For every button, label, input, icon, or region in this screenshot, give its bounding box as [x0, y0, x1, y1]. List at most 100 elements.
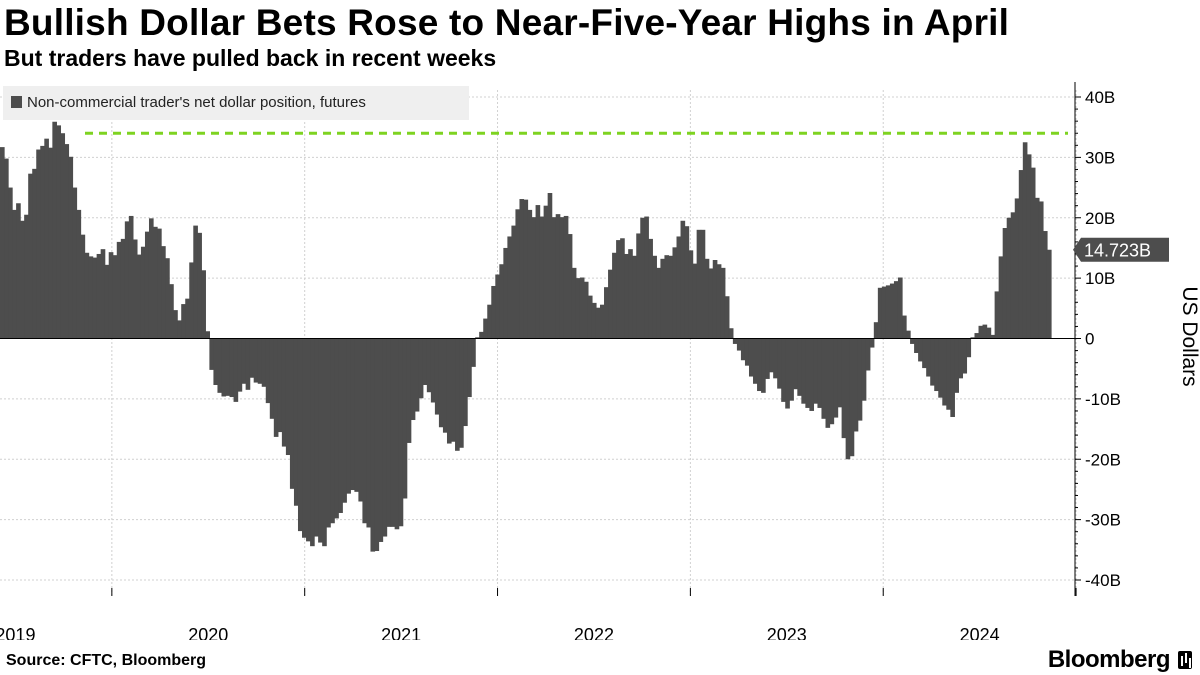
x-tick-label: 2020 [188, 625, 228, 640]
bar [938, 338, 943, 398]
bar [817, 338, 823, 408]
bar [700, 229, 706, 339]
bar [402, 338, 408, 499]
bar [1034, 197, 1040, 339]
bar [217, 338, 223, 393]
bar [608, 269, 613, 339]
bar [32, 168, 37, 339]
bar [728, 328, 734, 339]
bar [511, 225, 517, 339]
bar [455, 338, 460, 451]
bar [495, 274, 500, 339]
bar [237, 338, 243, 392]
y-tick-label: 30B [1085, 148, 1115, 167]
bar [813, 338, 819, 404]
bar [841, 338, 847, 439]
bar [789, 338, 794, 401]
bar [805, 338, 810, 408]
bar [793, 338, 798, 390]
bar [261, 338, 267, 387]
bar [624, 253, 629, 339]
bar [92, 257, 98, 339]
bar [829, 338, 835, 425]
bar [640, 217, 645, 339]
bar [636, 233, 641, 339]
bar [414, 338, 420, 412]
bar [970, 337, 976, 339]
bar [692, 263, 698, 339]
bar [374, 338, 380, 552]
bar [954, 338, 959, 393]
bar [777, 338, 782, 389]
bar [1018, 170, 1024, 339]
bars [0, 121, 1052, 552]
bar [551, 217, 557, 339]
y-tick-label: -40B [1085, 571, 1121, 590]
bar [277, 338, 283, 433]
x-tick-label: 2023 [767, 625, 807, 640]
bar [169, 284, 174, 339]
bar [652, 255, 657, 339]
bar [571, 267, 577, 339]
last-value-marker: 14.723B [1073, 237, 1169, 262]
bar [910, 338, 915, 344]
bar [604, 287, 609, 339]
y-axis-label: US Dollars [1178, 286, 1200, 386]
bar [253, 338, 259, 383]
bar [732, 338, 738, 344]
bar [273, 338, 279, 437]
bar [740, 338, 746, 361]
bar [136, 254, 142, 339]
bar [161, 246, 166, 339]
bar [632, 255, 637, 339]
bar [60, 133, 66, 339]
bar [583, 281, 589, 339]
bar [189, 262, 194, 339]
bar [76, 209, 82, 339]
bar [539, 216, 545, 339]
bar [861, 338, 867, 401]
bar [225, 338, 231, 396]
bar [104, 264, 110, 339]
bar [684, 226, 690, 339]
bar [535, 205, 541, 339]
bar [281, 338, 287, 447]
bar [165, 258, 170, 339]
bar [962, 338, 968, 374]
bar [857, 338, 863, 421]
legend-background [3, 86, 469, 120]
bar [40, 145, 45, 339]
bar [616, 240, 621, 339]
bar [990, 334, 996, 339]
y-tick-label: -30B [1085, 511, 1121, 530]
bar [302, 338, 307, 538]
bar [72, 187, 78, 339]
bar [620, 238, 625, 339]
bar [306, 338, 311, 542]
bar [781, 338, 786, 402]
bar [84, 252, 90, 339]
bar [398, 338, 404, 527]
bar [708, 268, 714, 339]
bar [515, 209, 521, 339]
bar [221, 338, 227, 397]
bar [881, 286, 887, 339]
bar [257, 338, 263, 384]
bar [656, 267, 661, 339]
bar [523, 199, 529, 339]
bar [475, 337, 480, 339]
bar [108, 252, 114, 339]
bar [386, 338, 392, 527]
bar [201, 270, 206, 339]
bar [241, 338, 247, 384]
bar [12, 209, 17, 339]
bar [930, 338, 935, 386]
bar [853, 338, 859, 432]
bar [249, 338, 255, 378]
bar [0, 147, 5, 339]
bar [801, 338, 806, 404]
bar [467, 338, 472, 398]
bar [52, 121, 57, 339]
bloomberg-terminal-icon [1178, 651, 1192, 669]
bar [289, 338, 295, 489]
